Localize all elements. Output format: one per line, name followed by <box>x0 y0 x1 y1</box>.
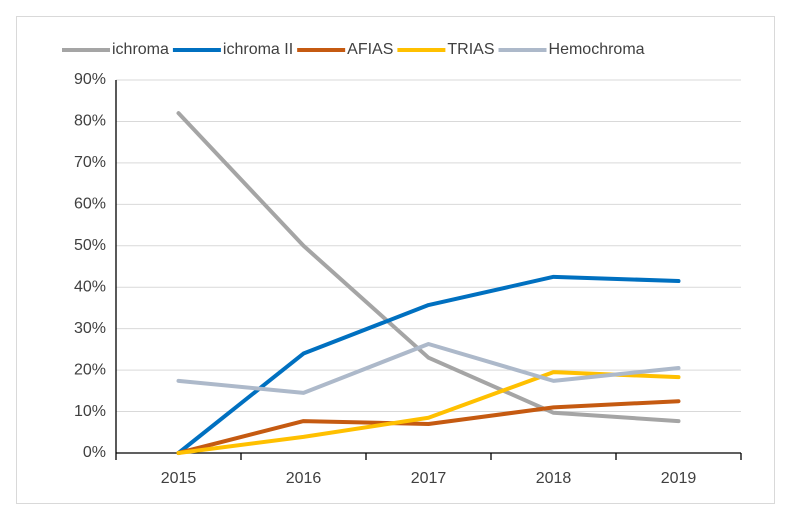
chart-frame <box>16 16 775 504</box>
series-line <box>176 274 681 455</box>
series-line <box>176 399 681 455</box>
y-tick-label: 20% <box>74 361 106 378</box>
y-tick-label: 90% <box>74 71 106 88</box>
x-tick-label: 2016 <box>286 470 322 487</box>
x-tick-label: 2015 <box>161 470 197 487</box>
y-tick-label: 80% <box>74 113 106 130</box>
legend-label: ichroma <box>112 41 169 58</box>
y-tick-label: 0% <box>83 444 106 461</box>
y-tick-label: 10% <box>74 403 106 420</box>
x-tick-label: 2017 <box>411 470 447 487</box>
legend-label: TRIAS <box>447 41 494 58</box>
series-line <box>176 370 681 455</box>
legend-label: Hemochroma <box>549 41 645 58</box>
series-line <box>176 342 681 395</box>
y-tick-label: 30% <box>74 320 106 337</box>
y-tick-label: 70% <box>74 154 106 171</box>
legend-label: AFIAS <box>347 41 393 58</box>
y-tick-label: 40% <box>74 278 106 295</box>
y-tick-label: 50% <box>74 237 106 254</box>
x-tick-label: 2019 <box>661 470 697 487</box>
y-tick-label: 60% <box>74 196 106 213</box>
x-tick-label: 2018 <box>536 470 572 487</box>
legend-label: ichroma II <box>223 41 293 58</box>
series-line <box>176 111 681 424</box>
